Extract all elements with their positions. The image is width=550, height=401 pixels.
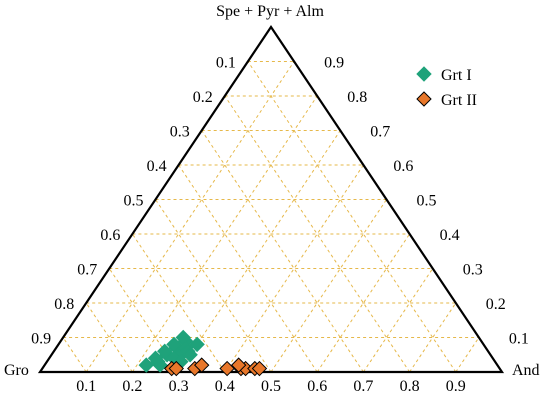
tick-label-left: 0.7 [77, 262, 97, 279]
grid-line [85, 61, 295, 373]
data-point [168, 360, 184, 377]
data-point [230, 357, 247, 373]
grid-lines [62, 61, 480, 373]
apex-label-top: Spe + Pyr + Alm [216, 3, 324, 20]
series-grt-ii [163, 357, 268, 377]
tick-label-left: 0.1 [216, 55, 236, 72]
tick-label-left: 0.8 [54, 296, 74, 313]
data-point [152, 357, 168, 373]
tick-label-bottom: 0.9 [446, 378, 466, 395]
grid-line [201, 130, 364, 373]
tick-label-bottom: 0.8 [400, 378, 420, 395]
grid-line [131, 233, 226, 373]
tick-label-bottom: 0.3 [169, 378, 189, 395]
grid-line [131, 95, 318, 373]
grid-line [62, 337, 87, 373]
tick-label-bottom: 0.7 [353, 378, 373, 395]
data-points [138, 329, 268, 377]
data-point [157, 343, 173, 360]
tick-label-right: 0.4 [440, 227, 460, 244]
tick-label-bottom: 0.4 [215, 378, 235, 395]
data-point [182, 347, 198, 363]
tick-label-bottom: 0.5 [261, 378, 281, 395]
grid-line [455, 337, 480, 373]
ternary-frame [37, 25, 505, 374]
tick-label-right: 0.2 [486, 296, 506, 313]
tick-label-right: 0.3 [463, 262, 483, 279]
tick-label-right: 0.9 [324, 55, 344, 72]
tick-label-left: 0.6 [100, 227, 120, 244]
legend-marker-grt-ii [416, 91, 432, 107]
data-point [219, 360, 235, 377]
grid-line [224, 95, 411, 373]
tick-label-bottom: 0.2 [122, 378, 142, 395]
tick-label-left: 0.2 [193, 89, 213, 106]
tick-label-right: 0.6 [393, 158, 413, 175]
tick-label-left: 0.9 [31, 331, 51, 348]
tick-label-left: 0.4 [147, 158, 167, 175]
tick-label-right: 0.8 [347, 89, 367, 106]
data-point [189, 336, 205, 353]
tick-label-left: 0.5 [124, 193, 144, 210]
tick-label-right: 0.5 [417, 193, 437, 210]
legend-marker-grt-i [416, 66, 432, 82]
series-grt-i [138, 329, 205, 373]
legend-label-grt-i: Grt I [441, 67, 472, 84]
tick-label-bottom: 0.6 [307, 378, 327, 395]
tick-label-right: 0.1 [509, 331, 529, 348]
legend-label-grt-ii: Grt II [441, 92, 477, 109]
grid-line [178, 130, 341, 373]
tick-labels: 0.1 0.2 0.3 0.4 0.5 0.6 0.7 0.8 0.90.10.20.30.40… [31, 55, 529, 396]
tick-label-bottom: 0.1 [76, 378, 96, 395]
grid-line [316, 233, 411, 373]
data-point [138, 357, 154, 373]
tick-label-right: 0.7 [370, 124, 390, 141]
grid-line [270, 199, 387, 373]
grid-line [362, 268, 434, 373]
data-point [251, 360, 268, 377]
grid-line [155, 199, 272, 373]
grid-line [409, 302, 457, 373]
tick-label-left: 0.3 [170, 124, 190, 141]
legend-item-grt-ii: Grt II [416, 91, 477, 109]
legend-item-grt-i: Grt I [416, 66, 472, 84]
grid-line [247, 61, 457, 373]
apex-label-gro: Gro [4, 362, 29, 379]
grid-line [85, 302, 133, 373]
legend: Grt I Grt II [416, 66, 477, 109]
apex-label-and: And [512, 362, 540, 379]
data-point [193, 357, 210, 373]
